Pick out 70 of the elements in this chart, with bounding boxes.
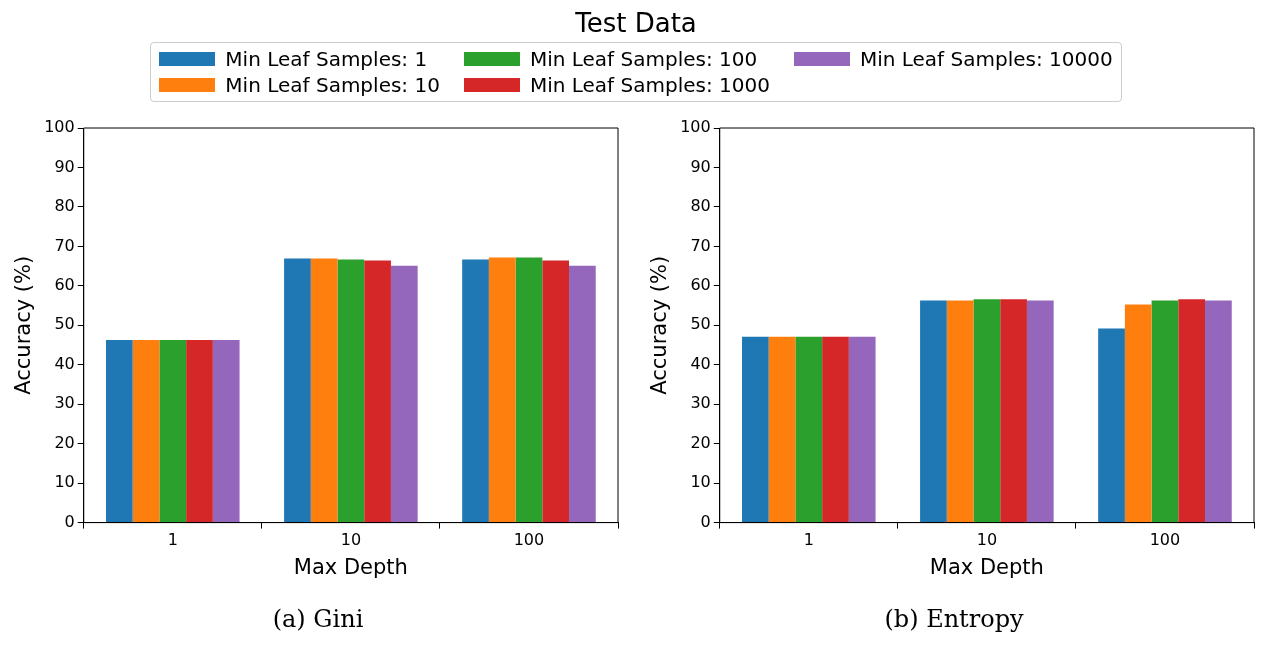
y-tick-label: 30 <box>54 393 75 413</box>
bar <box>212 339 240 523</box>
bar <box>1098 328 1125 523</box>
bar <box>848 336 876 523</box>
y-tick-label: 60 <box>690 275 711 294</box>
y-tick-label: 70 <box>54 235 75 255</box>
bar <box>973 299 1001 523</box>
y-tick-label: 50 <box>690 314 711 334</box>
y-tick-label: 60 <box>54 275 75 294</box>
bar <box>1000 299 1027 523</box>
y-tick-label: 0 <box>700 511 711 531</box>
legend-label: Min Leaf Samples: 10000 <box>859 47 1113 71</box>
legend-label: Min Leaf Samples: 10 <box>225 73 440 97</box>
x-tick-label: 100 <box>513 530 545 550</box>
x-axis-title: Max Depth <box>929 554 1044 579</box>
y-tick-label: 50 <box>54 314 75 334</box>
y-tick-label: 0 <box>64 511 75 531</box>
bar <box>186 339 213 523</box>
y-tick-label: 10 <box>54 472 75 492</box>
y-tick-label: 20 <box>54 432 75 452</box>
bar <box>462 259 489 523</box>
bar <box>920 300 947 523</box>
bar <box>1124 304 1152 523</box>
bar <box>569 265 596 523</box>
bar <box>337 259 365 523</box>
bar <box>768 336 796 523</box>
bar <box>1151 300 1179 523</box>
bar <box>542 260 570 523</box>
bar <box>390 265 418 523</box>
y-tick-label: 30 <box>690 393 711 413</box>
y-tick-label: 80 <box>690 196 711 216</box>
bar <box>515 257 543 523</box>
x-axis-title: Max Depth <box>293 554 408 579</box>
bar <box>946 300 974 523</box>
bar <box>364 260 391 523</box>
y-tick-label: 100 <box>44 117 75 137</box>
bar <box>795 336 823 523</box>
y-tick-label: 10 <box>690 472 711 492</box>
y-tick-label: 100 <box>680 117 711 137</box>
bar <box>310 258 338 523</box>
x-tick-label: 100 <box>1149 530 1181 550</box>
y-tick-label: 20 <box>690 432 711 452</box>
legend-label: Min Leaf Samples: 1 <box>225 47 428 71</box>
bar <box>1026 300 1054 523</box>
bar <box>1205 300 1232 523</box>
bar <box>822 336 849 523</box>
y-axis-title: Accuracy (%) <box>11 255 36 395</box>
x-tick-label: 10 <box>976 530 998 550</box>
x-tick-label: 10 <box>340 530 362 550</box>
bar <box>488 257 516 523</box>
bar <box>159 339 187 523</box>
bar <box>1178 299 1206 523</box>
bar <box>284 258 311 523</box>
text: (b) Entropy <box>884 605 1024 633</box>
text: (a) Gini <box>272 605 364 633</box>
y-tick-label: 40 <box>54 353 75 373</box>
x-tick-label: 1 <box>803 530 814 550</box>
y-tick-label: 80 <box>54 196 75 216</box>
y-tick-label: 40 <box>690 353 711 373</box>
y-tick-label: 90 <box>54 156 75 176</box>
y-tick-label: 90 <box>690 156 711 176</box>
bar <box>742 336 769 523</box>
legend-label: Min Leaf Samples: 100 <box>529 47 758 71</box>
y-axis-title: Accuracy (%) <box>647 255 672 395</box>
x-tick-label: 1 <box>167 530 178 550</box>
bar <box>106 339 133 523</box>
legend-label: Min Leaf Samples: 1000 <box>529 73 770 97</box>
bar <box>132 339 160 523</box>
y-tick-label: 70 <box>690 235 711 255</box>
chart-title: Test Data <box>574 8 698 38</box>
